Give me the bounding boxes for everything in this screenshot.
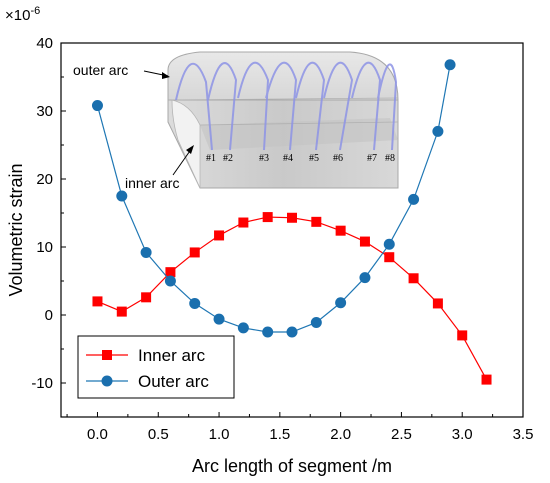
- data-point: [92, 296, 103, 307]
- arc-marker-3: #3: [259, 153, 269, 164]
- data-point: [116, 306, 127, 317]
- tunnel-inner-ledge: [200, 118, 398, 150]
- legend-box: [77, 335, 235, 399]
- x-tick-label: 1.5: [269, 426, 290, 443]
- legend-outer-arc-label: Outer arc: [138, 372, 209, 391]
- tunnel-inset: #1 #2 #3 #4 #5 #6 #7 #8 outer arc inner arc: [73, 51, 399, 191]
- measurement-arcs: [175, 61, 398, 151]
- data-point: [481, 374, 492, 385]
- data-point: [335, 225, 346, 236]
- y-tick-label: 10: [36, 239, 53, 256]
- y-axis-title: Volumetric strain: [6, 163, 26, 296]
- x-axis-title: Arc length of segment /m: [192, 456, 392, 476]
- arc-marker-1: #1: [206, 153, 216, 164]
- data-point: [237, 322, 249, 334]
- outer-arc-arrowhead: [162, 72, 170, 79]
- data-point: [432, 125, 444, 137]
- x-tick-label: 2.5: [391, 426, 412, 443]
- y-tick-label: 40: [36, 35, 53, 52]
- tunnel-opening: [171, 99, 201, 189]
- series-inner-arc: [92, 212, 492, 385]
- tunnel-edge-line: [167, 97, 399, 101]
- legend: Inner arc Outer arc: [77, 335, 235, 399]
- x-tick-label: 3.5: [513, 426, 534, 443]
- data-point: [359, 236, 370, 247]
- data-point: [311, 216, 322, 227]
- data-point: [457, 330, 468, 341]
- data-point: [335, 297, 347, 309]
- x-tick-label: 0.0: [87, 426, 108, 443]
- arc-marker-8: #8: [385, 153, 395, 164]
- x-tick-label: 1.0: [209, 426, 230, 443]
- data-point: [213, 313, 225, 325]
- x-axis-ticks: 0.0 0.5 1.0 1.5 2.0 2.5 3.0 3.5: [66, 412, 534, 443]
- inner-arc-pointer: [172, 147, 193, 176]
- data-point: [164, 275, 176, 287]
- data-point: [287, 212, 297, 223]
- legend-outer-arc-marker: [101, 375, 113, 387]
- data-point: [286, 326, 298, 338]
- arc-3: [237, 61, 270, 151]
- data-point: [262, 326, 274, 338]
- x-tick-label: 3.0: [452, 426, 473, 443]
- outer-arc-label: outer arc: [73, 62, 128, 78]
- data-point: [408, 193, 420, 205]
- series-outer-arc: [91, 59, 456, 338]
- arc-8: [377, 63, 398, 151]
- arc-marker-4: #4: [283, 153, 293, 164]
- legend-inner-arc-marker: [102, 350, 112, 360]
- data-point: [116, 190, 128, 202]
- data-point: [383, 238, 395, 250]
- arc-1: [175, 62, 213, 151]
- y-tick-label: 20: [36, 171, 53, 188]
- arc-7: [351, 61, 382, 151]
- arc-5: [295, 61, 326, 151]
- arc-marker-labels: #1 #2 #3 #4 #5 #6 #7 #8: [206, 153, 395, 164]
- arc-6: [323, 61, 354, 151]
- data-point: [359, 272, 371, 284]
- plot-frame: [60, 42, 524, 418]
- y-multiplier-label: ×10-6: [5, 5, 40, 24]
- series-layer: [91, 59, 492, 385]
- data-point: [238, 217, 249, 228]
- y-tick-label: -10: [31, 375, 53, 392]
- data-point: [189, 297, 201, 309]
- arc-marker-6: #6: [333, 153, 343, 164]
- data-point: [141, 292, 152, 303]
- x-tick-label: 2.0: [330, 426, 351, 443]
- series-line: [96, 64, 451, 333]
- y-tick-label: 30: [36, 103, 53, 120]
- data-point: [165, 267, 176, 278]
- y-tick-label: 0: [45, 307, 53, 324]
- data-point: [384, 252, 395, 263]
- arc-2: [207, 62, 238, 151]
- legend-inner-arc-label: Inner arc: [138, 346, 206, 365]
- y-axis-ticks: -10 0 10 20 30 40: [31, 35, 66, 418]
- inner-arc-arrowhead: [186, 145, 194, 154]
- arc-4: [265, 61, 298, 151]
- data-point: [140, 246, 152, 258]
- data-point: [262, 212, 273, 223]
- data-point: [408, 273, 419, 284]
- x-tick-label: 0.5: [148, 426, 169, 443]
- arc-marker-2: #2: [223, 153, 233, 164]
- data-point: [214, 230, 225, 241]
- data-point: [189, 247, 200, 258]
- data-point: [432, 298, 443, 309]
- data-point: [91, 100, 103, 112]
- arc-marker-7: #7: [367, 153, 377, 164]
- arc-marker-5: #5: [309, 153, 319, 164]
- data-point: [310, 316, 322, 328]
- data-point: [444, 59, 456, 71]
- inner-arc-label: inner arc: [125, 175, 179, 191]
